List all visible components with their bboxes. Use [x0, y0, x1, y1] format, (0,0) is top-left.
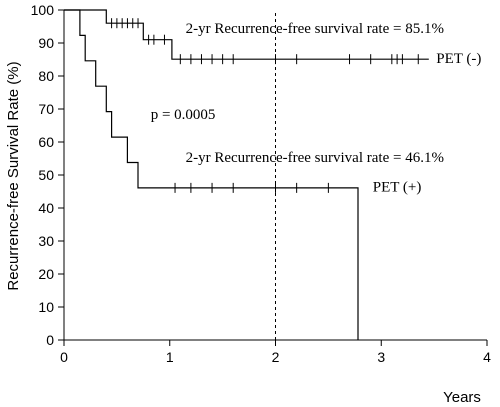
y-axis-label: Recurrence-free Survival Rate (%): [5, 61, 22, 290]
x-tick-label: 1: [166, 349, 174, 365]
y-tick-label: 20: [38, 266, 54, 282]
annotation-0: 2-yr Recurrence-free survival rate = 85.…: [186, 21, 444, 37]
series-layer: [64, 9, 429, 340]
series-line-pet-positive: [64, 9, 359, 340]
y-tick-label: 100: [31, 2, 55, 18]
y-tick-label: 0: [46, 332, 54, 348]
plot-area: 0 10 20 30 40 50 60 70 80 90 100 0 1 2 3 4: [31, 2, 491, 365]
x-tick-label: 3: [377, 349, 385, 365]
x-tick-label: 4: [483, 349, 491, 365]
annotation-layer: 2-yr Recurrence-free survival rate = 85.…: [151, 21, 482, 195]
series-line-pet-negative: [64, 9, 429, 60]
annotation-1: PET (-): [436, 51, 481, 67]
annotation-2: p = 0.0005: [151, 107, 216, 123]
x-tick-label: 2: [272, 349, 280, 365]
y-tick-label: 60: [38, 134, 54, 150]
y-tick-label: 90: [38, 35, 54, 51]
y-tick-label: 40: [38, 200, 54, 216]
y-tick-label: 10: [38, 299, 54, 315]
y-tick-label: 70: [38, 101, 54, 117]
y-tick-label: 50: [38, 167, 54, 183]
x-tick-label: 0: [60, 349, 68, 365]
x-axis-label: Years: [443, 389, 481, 406]
y-tick-label: 80: [38, 68, 54, 84]
y-tick-label: 30: [38, 233, 54, 249]
annotation-3: 2-yr Recurrence-free survival rate = 46.…: [186, 150, 444, 166]
annotation-4: PET (+): [373, 180, 422, 196]
